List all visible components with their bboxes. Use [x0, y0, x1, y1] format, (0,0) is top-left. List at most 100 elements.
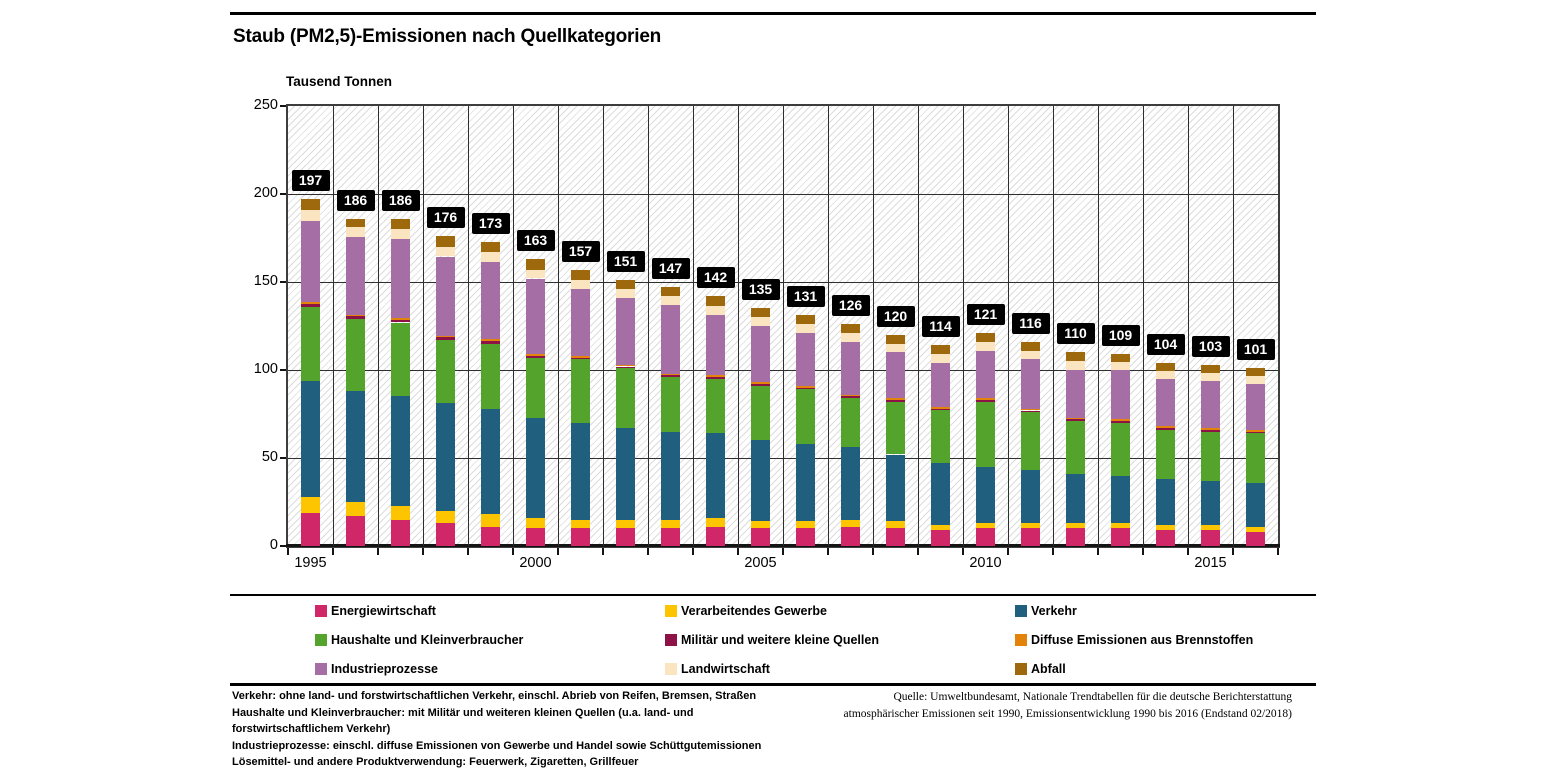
x-tick-mark: [782, 548, 784, 555]
bar-segment-verkehr: [1156, 479, 1175, 525]
bar-segment-milit-r-und-weitere-kleine-quellen: [1246, 431, 1265, 434]
bar-segment-milit-r-und-weitere-kleine-quellen: [391, 319, 410, 323]
bar-segment-industrieprozesse: [841, 341, 860, 395]
legend-label: Haushalte und Kleinverbraucher: [331, 633, 524, 647]
grid-line-vertical: [737, 106, 739, 546]
bar-segment-verarbeitendes-gewerbe: [481, 514, 500, 527]
bar-segment-haushalte-und-kleinverbraucher: [1201, 431, 1220, 481]
bar-segment-milit-r-und-weitere-kleine-quellen: [796, 387, 815, 390]
x-tick-mark: [1052, 548, 1054, 555]
bar-segment-verarbeitendes-gewerbe: [1111, 523, 1130, 529]
y-tick-label: 0: [269, 537, 278, 553]
bar-segment-verkehr: [661, 431, 680, 520]
bar-segment-landwirtschaft: [1246, 376, 1265, 385]
bar-segment-diffuse-emissionen-aus-brennstoffen: [661, 373, 680, 376]
y-tick-mark: [280, 193, 286, 195]
bar-segment-diffuse-emissionen-aus-brennstoffen: [1201, 428, 1220, 430]
x-tick-mark: [1097, 548, 1099, 555]
bar-segment-landwirtschaft: [391, 229, 410, 239]
grid-line-vertical: [917, 106, 919, 546]
bar-segment-energiewirtschaft: [886, 528, 905, 546]
bar-segment-verkehr: [391, 396, 410, 506]
bar-segment-milit-r-und-weitere-kleine-quellen: [346, 316, 365, 319]
grid-line-vertical: [962, 106, 964, 546]
bar-segment-abfall: [976, 333, 995, 342]
grid-line-vertical: [557, 106, 559, 546]
bar-segment-diffuse-emissionen-aus-brennstoffen: [436, 335, 455, 338]
bar-segment-verarbeitendes-gewerbe: [931, 524, 950, 531]
bar-segment-verkehr: [796, 443, 815, 522]
y-axis-unit-label: Tausend Tonnen: [286, 74, 392, 89]
bar-segment-haushalte-und-kleinverbraucher: [436, 340, 455, 404]
bar-segment-verkehr: [526, 417, 545, 518]
x-tick-mark: [467, 548, 469, 555]
x-tick-mark: [737, 548, 739, 555]
legend-item-milit-r-und-weitere-kleine-quellen: Militär und weitere kleine Quellen: [665, 633, 879, 647]
bar-segment-haushalte-und-kleinverbraucher: [886, 401, 905, 455]
bar-segment-abfall: [841, 324, 860, 334]
x-tick-mark: [962, 548, 964, 555]
legend-label: Diffuse Emissionen aus Brennstoffen: [1031, 633, 1254, 647]
x-tick-label: 2000: [519, 555, 552, 571]
bar-segment-landwirtschaft: [976, 341, 995, 351]
y-tick-mark: [280, 369, 286, 371]
grid-line-vertical: [1187, 106, 1189, 546]
bar-segment-industrieprozesse: [481, 261, 500, 340]
bar-segment-landwirtschaft: [931, 354, 950, 363]
legend-label: Landwirtschaft: [681, 662, 770, 676]
bar-segment-verarbeitendes-gewerbe: [661, 519, 680, 529]
bar-segment-landwirtschaft: [661, 296, 680, 305]
x-tick-mark: [1142, 548, 1144, 555]
bar-segment-energiewirtschaft: [706, 526, 725, 546]
footnote-line: forstwirtschaftlichem Verkehr): [232, 723, 391, 736]
bar-segment-landwirtschaft: [1021, 350, 1040, 360]
bar-segment-haushalte-und-kleinverbraucher: [1111, 422, 1130, 476]
x-tick-label: 2010: [969, 555, 1002, 571]
grid-line-vertical: [332, 106, 334, 546]
bar-segment-abfall: [481, 241, 500, 253]
bar-segment-diffuse-emissionen-aus-brennstoffen: [391, 318, 410, 320]
bar-segment-verkehr: [301, 380, 320, 497]
x-tick-mark: [1187, 548, 1189, 555]
legend-swatch-haushalte-und-kleinverbraucher: [315, 634, 327, 646]
grid-line-vertical: [512, 106, 514, 546]
x-tick-mark: [1232, 548, 1234, 555]
y-tick-label: 200: [253, 185, 278, 201]
bar-segment-verkehr: [481, 408, 500, 515]
bar-segment-industrieprozesse: [796, 333, 815, 386]
bar-segment-diffuse-emissionen-aus-brennstoffen: [1066, 417, 1085, 420]
bar-segment-diffuse-emissionen-aus-brennstoffen: [841, 394, 860, 397]
x-tick-mark: [872, 548, 874, 555]
bar-segment-industrieprozesse: [1021, 359, 1040, 409]
bar-segment-diffuse-emissionen-aus-brennstoffen: [976, 398, 995, 400]
bar-segment-haushalte-und-kleinverbraucher: [661, 377, 680, 432]
bar-segment-haushalte-und-kleinverbraucher: [526, 357, 545, 418]
bar-segment-diffuse-emissionen-aus-brennstoffen: [886, 398, 905, 400]
x-tick-label: 2005: [744, 555, 777, 571]
legend-swatch-landwirtschaft: [665, 663, 677, 675]
bar-segment-verarbeitendes-gewerbe: [1201, 524, 1220, 531]
bar-segment-abfall: [391, 218, 410, 230]
total-value-badge: 186: [381, 189, 420, 211]
total-value-badge: 121: [966, 304, 1005, 326]
y-tick-mark: [280, 545, 286, 547]
bar-segment-verarbeitendes-gewerbe: [301, 496, 320, 513]
bar-segment-abfall: [706, 296, 725, 306]
bar-segment-energiewirtschaft: [436, 523, 455, 546]
legend-item-energiewirtschaft: Energiewirtschaft: [315, 604, 436, 618]
legend-item-industrieprozesse: Industrieprozesse: [315, 662, 438, 676]
bar-segment-landwirtschaft: [346, 227, 365, 238]
bar-segment-industrieprozesse: [301, 221, 320, 303]
total-value-badge: 110: [1056, 323, 1095, 345]
bar-segment-energiewirtschaft: [1156, 530, 1175, 546]
bar-segment-abfall: [1066, 352, 1085, 362]
bar-segment-verarbeitendes-gewerbe: [796, 521, 815, 529]
bar-segment-haushalte-und-kleinverbraucher: [976, 401, 995, 467]
bar-segment-abfall: [1246, 368, 1265, 377]
footnote-line: Haushalte und Kleinverbraucher: mit Mili…: [232, 706, 694, 719]
legend-swatch-milit-r-und-weitere-kleine-quellen: [665, 634, 677, 646]
total-value-badge: 157: [561, 240, 600, 262]
legend-item-verkehr: Verkehr: [1015, 604, 1077, 618]
bar-segment-energiewirtschaft: [1111, 528, 1130, 546]
bar-segment-haushalte-und-kleinverbraucher: [1021, 412, 1040, 471]
